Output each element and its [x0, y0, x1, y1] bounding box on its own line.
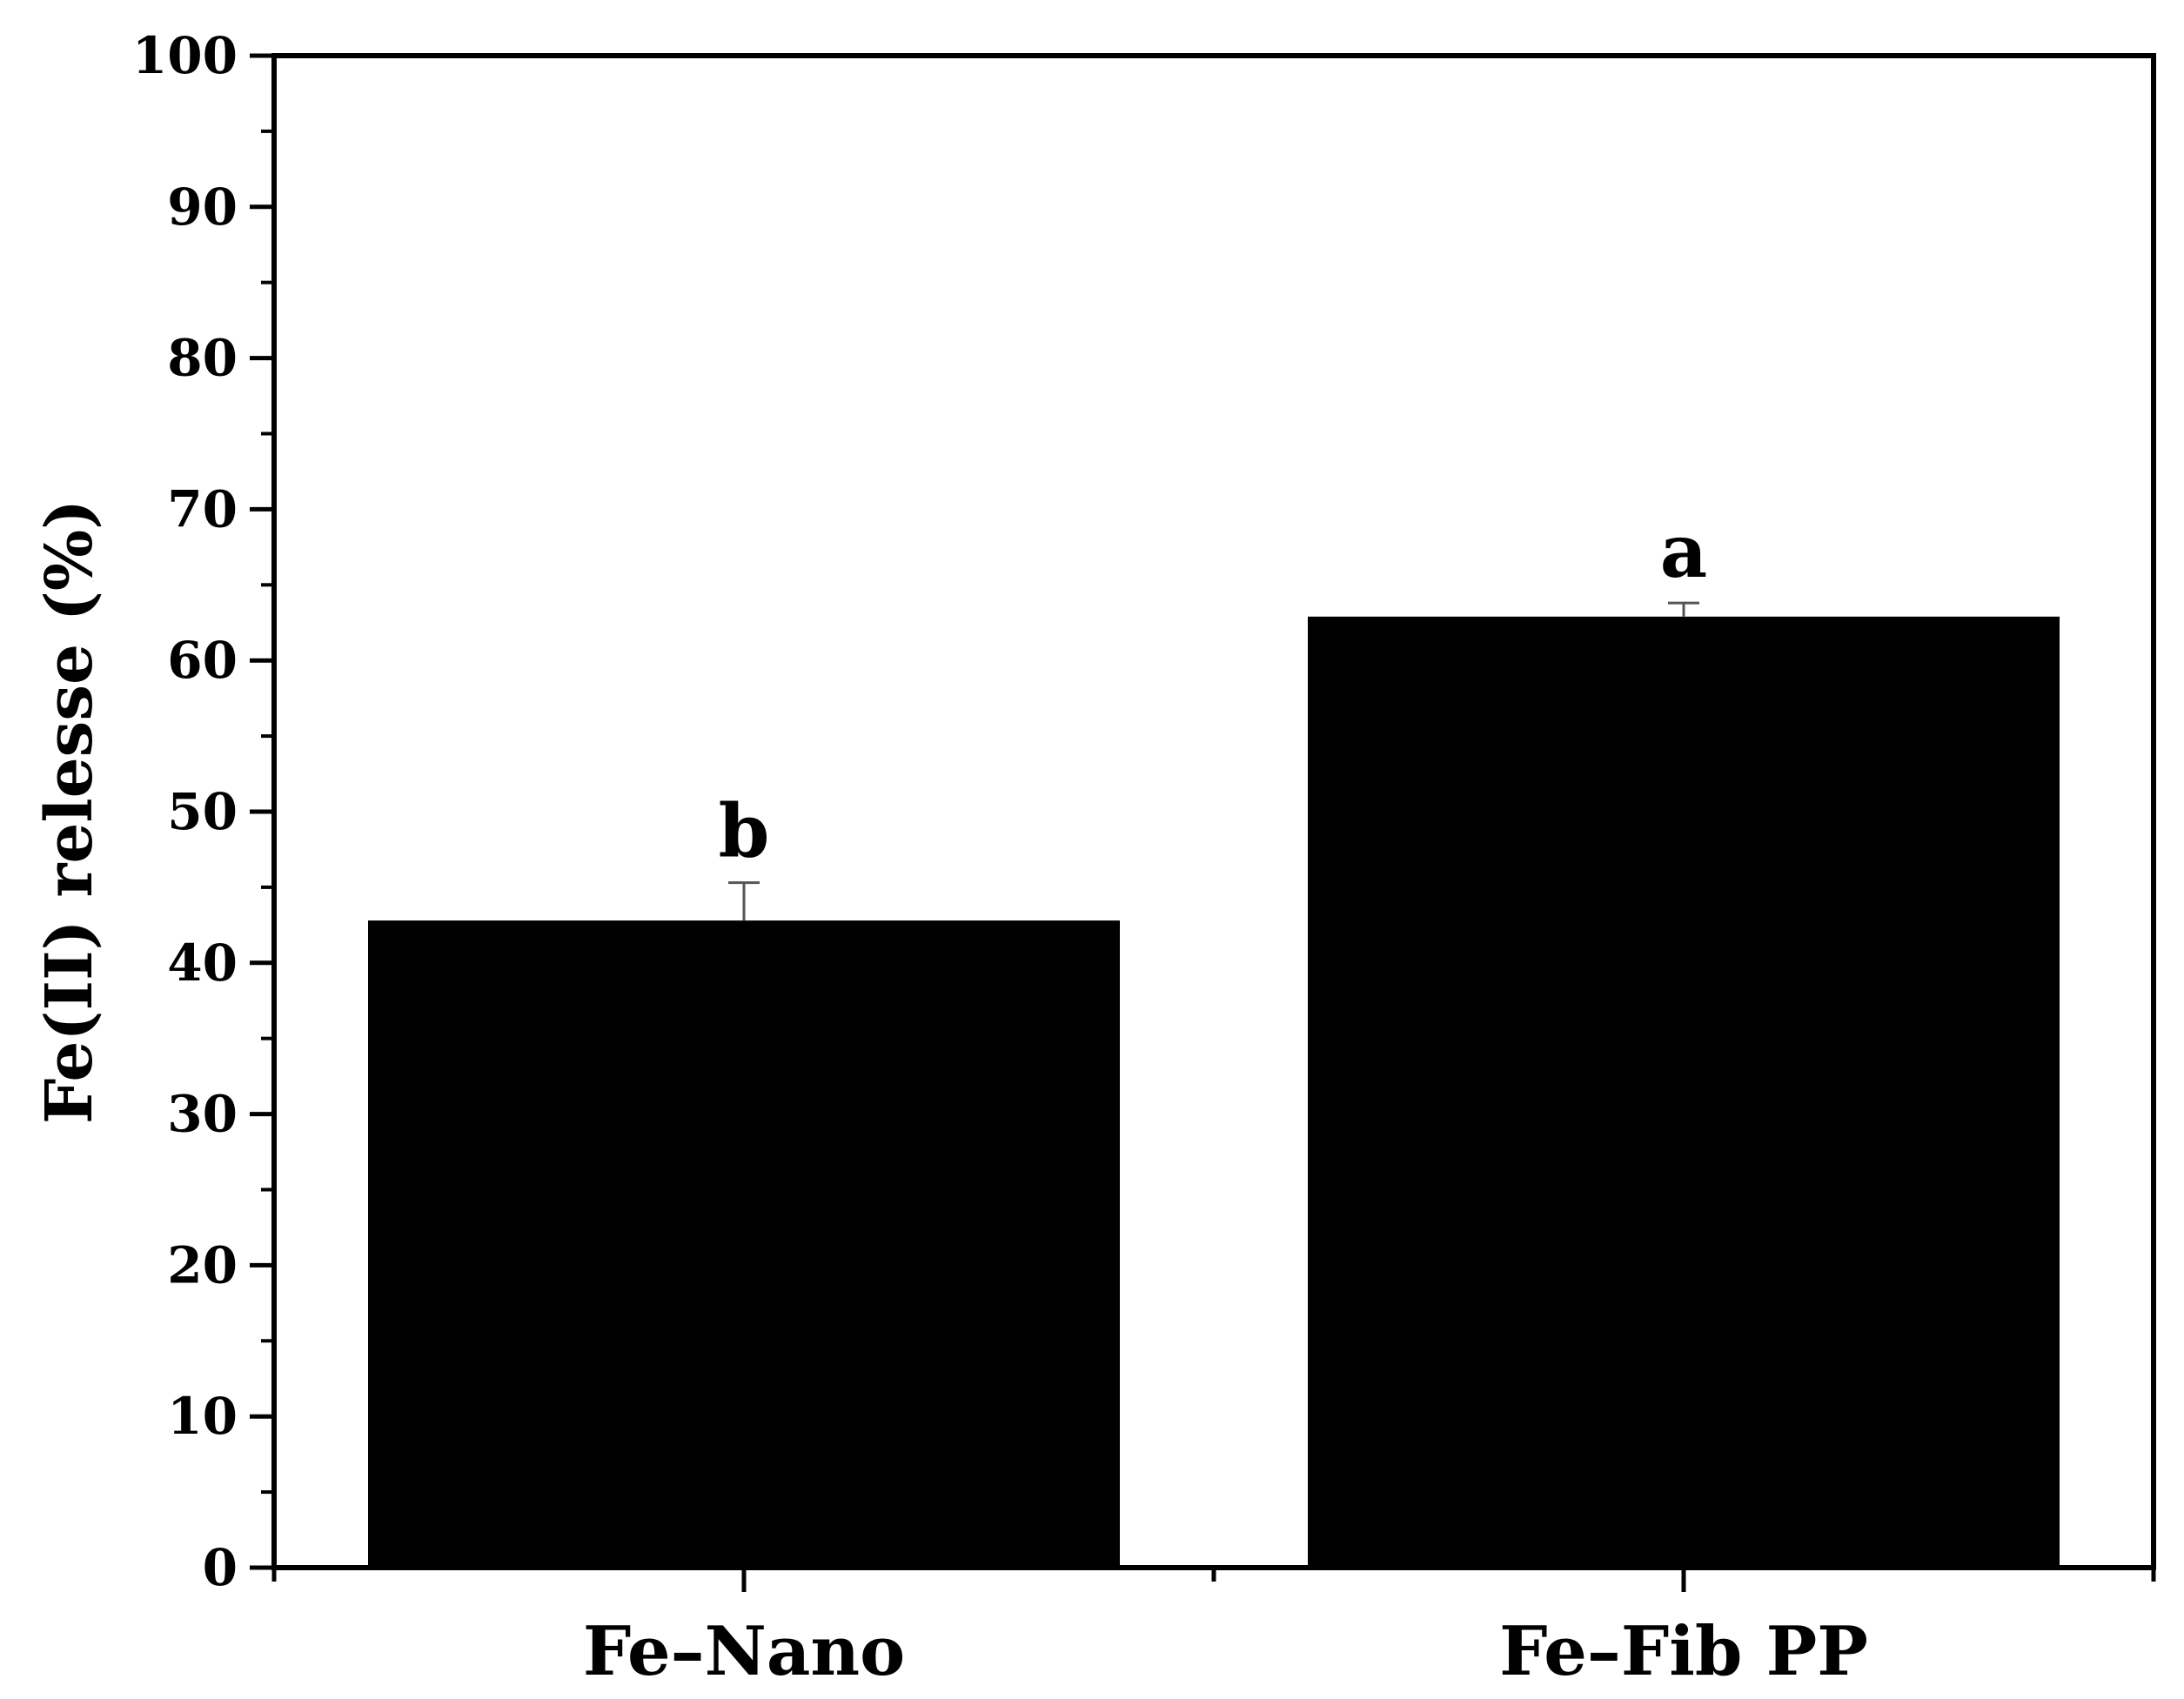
bar	[368, 920, 1120, 1568]
y-tick-label: 80	[167, 329, 238, 388]
y-tick-label: 60	[167, 631, 238, 690]
significance-letter: a	[1660, 508, 1707, 594]
y-tick-label: 90	[167, 177, 238, 237]
y-tick-label: 40	[167, 933, 238, 993]
bars	[368, 616, 2060, 1568]
y-axis-ticks: 0 10 20 30 40 50 60 70 80 90 100	[132, 26, 274, 1597]
bar	[1308, 616, 2060, 1568]
y-tick-label: 50	[167, 782, 238, 841]
y-tick-label: 70	[167, 479, 238, 538]
category-labels: Fe–Nano Fe–Fib PP	[583, 1612, 1868, 1691]
y-tick-label: 30	[167, 1085, 238, 1144]
y-tick-label: 10	[167, 1387, 238, 1446]
category-label: Fe–Fib PP	[1499, 1612, 1868, 1691]
error-bars	[728, 601, 1699, 921]
y-tick-label: 20	[167, 1235, 238, 1294]
y-axis-title: Fe(II) relesse (%)	[32, 499, 107, 1124]
y-tick-label: 100	[132, 26, 238, 85]
y-tick-label: 0	[203, 1538, 238, 1597]
significance-labels: ba	[719, 508, 1708, 874]
x-axis-ticks	[271, 1568, 2156, 1592]
significance-letter: b	[719, 788, 770, 874]
category-label: Fe–Nano	[583, 1612, 905, 1691]
